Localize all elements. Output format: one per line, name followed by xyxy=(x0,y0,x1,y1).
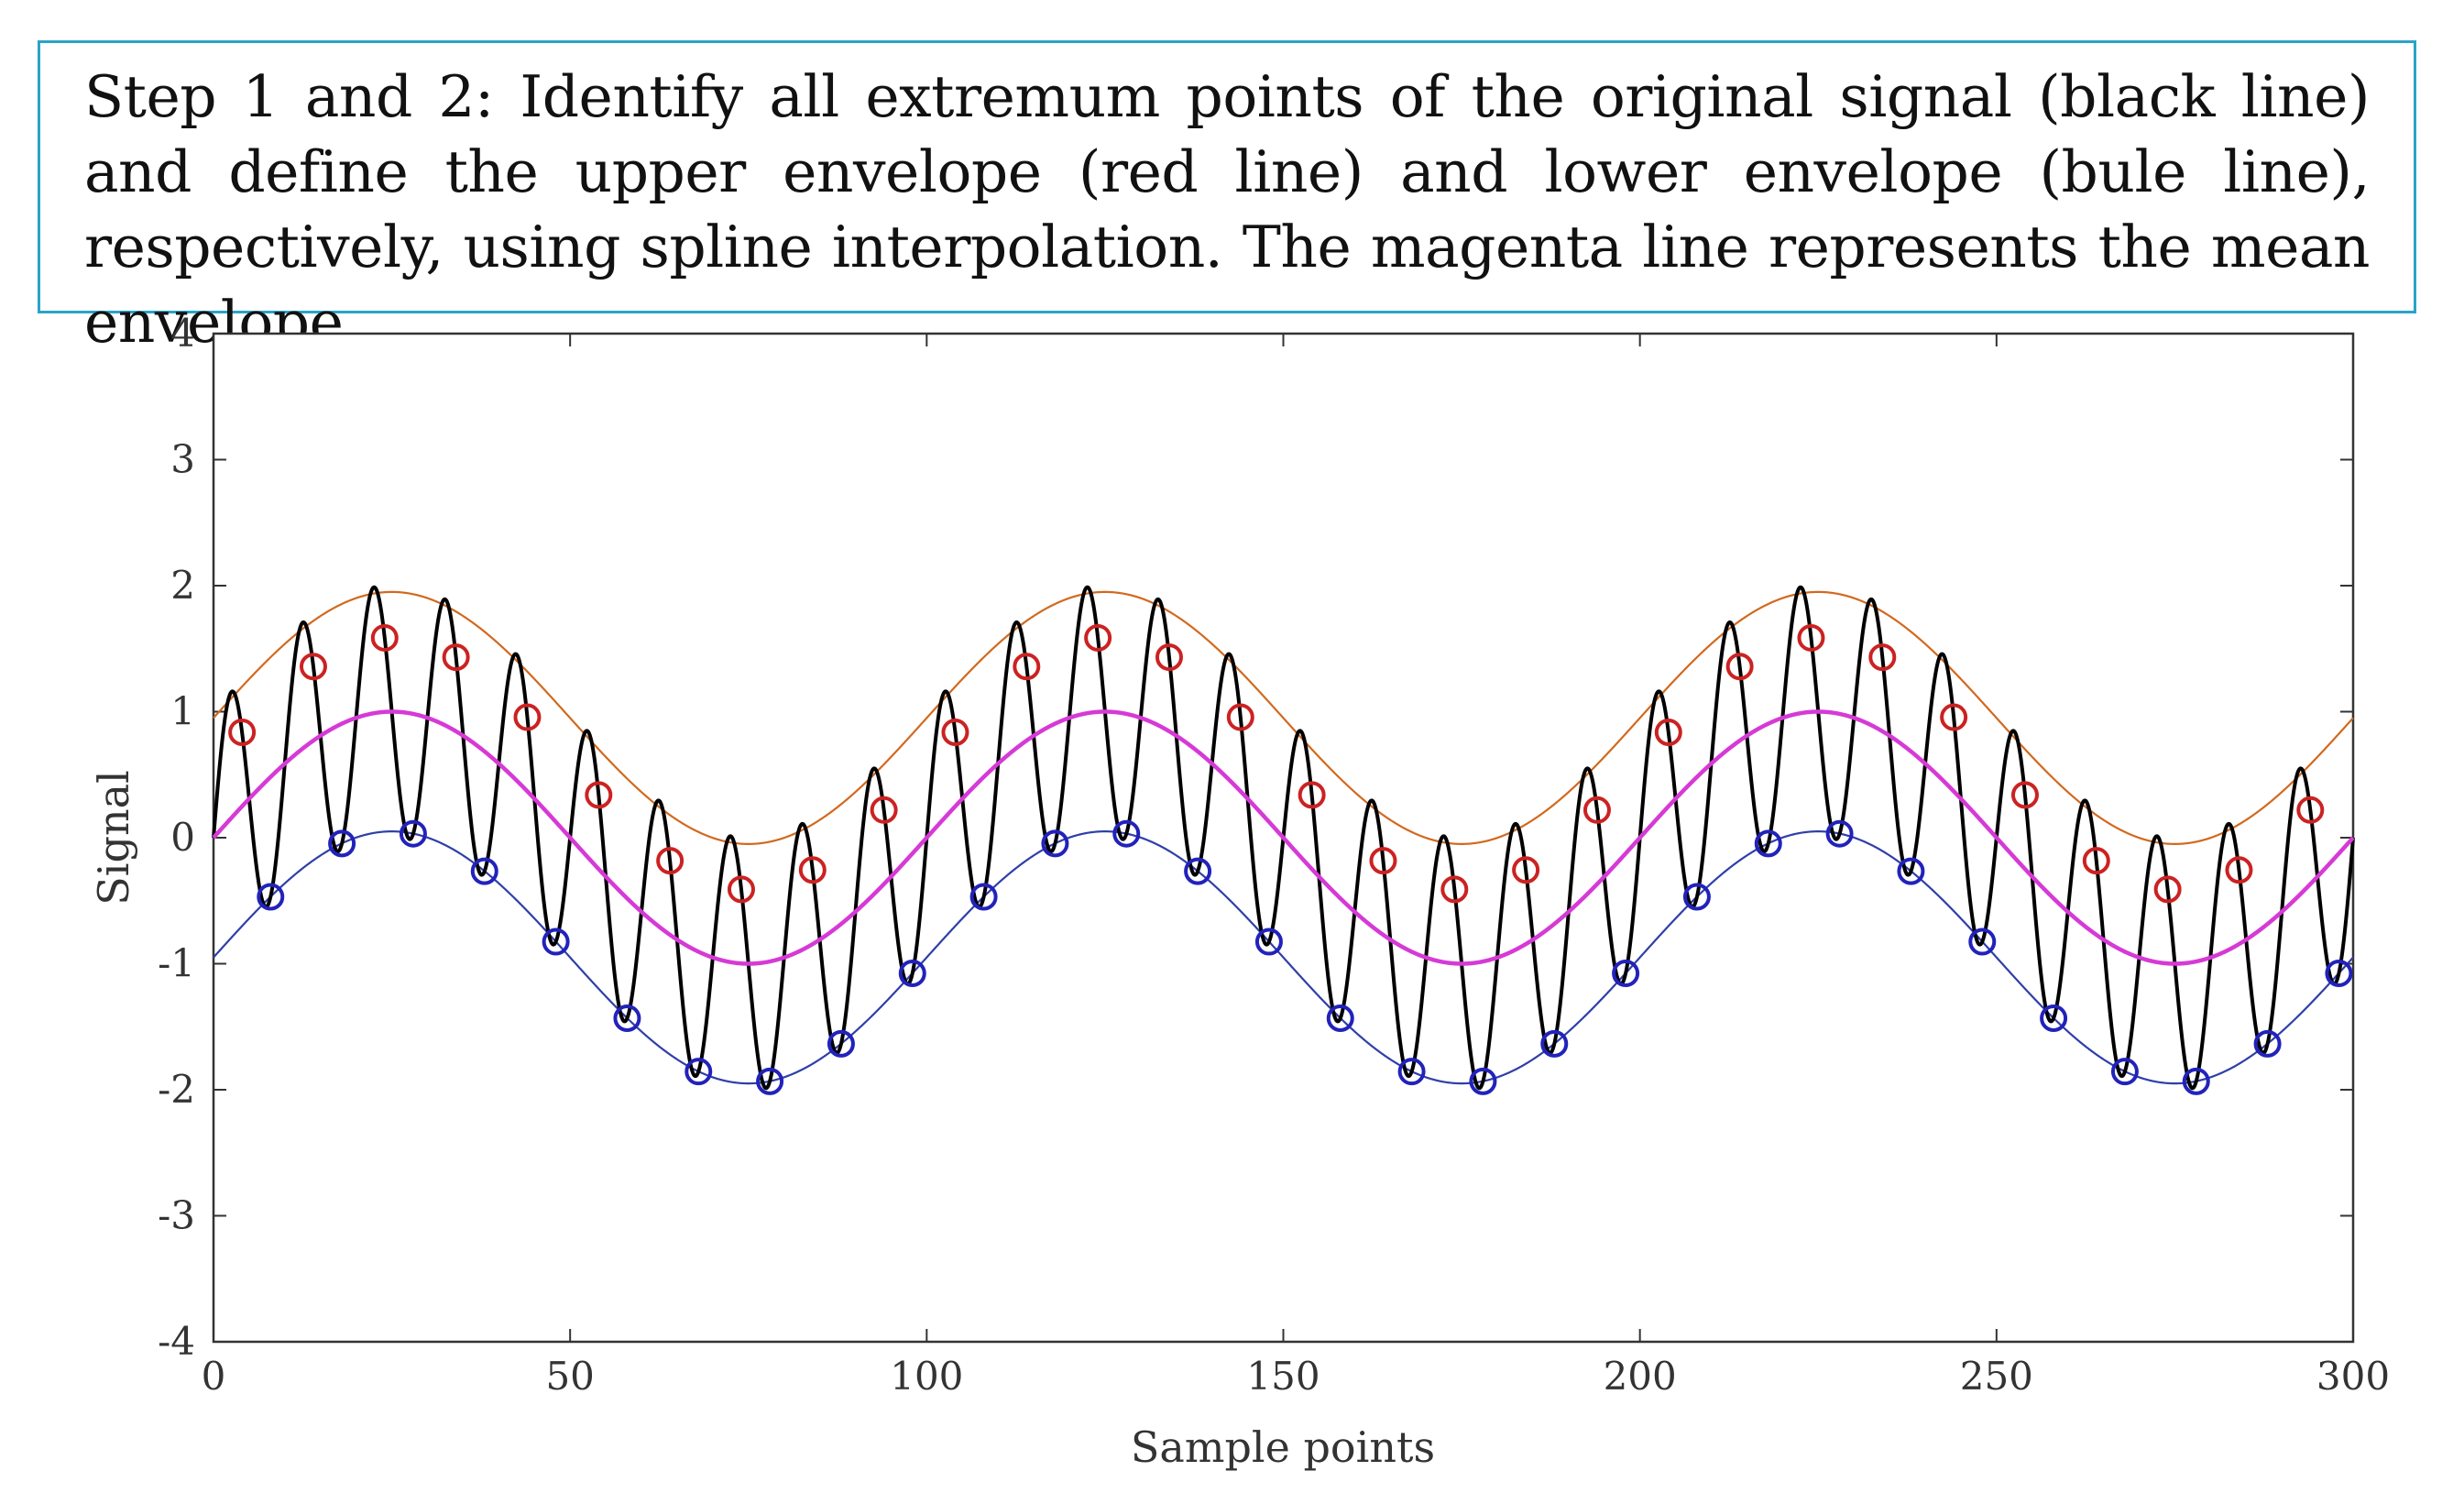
minimum-marker xyxy=(257,883,285,911)
x-tick-label: 100 xyxy=(890,1354,963,1399)
maximum-marker xyxy=(442,643,470,672)
minimum-marker xyxy=(684,1058,713,1086)
x-axis-label: Sample points xyxy=(1131,1422,1435,1472)
x-tick-label: 150 xyxy=(1246,1354,1320,1399)
maximum-marker xyxy=(370,623,399,652)
minimum-marker xyxy=(756,1067,784,1095)
maximum-marker xyxy=(1725,653,1754,681)
minimum-marker xyxy=(969,883,998,911)
maximum-marker xyxy=(656,847,684,875)
minimum-marker xyxy=(1968,928,1997,956)
lower-line xyxy=(213,830,2354,1085)
maximum-marker xyxy=(941,718,969,746)
caption-box: Step 1 and 2: Identify all extremum poin… xyxy=(38,40,2416,356)
maximum-marker xyxy=(1298,781,1326,809)
x-tick-label: 50 xyxy=(545,1354,594,1399)
chart-lines xyxy=(212,585,2355,1091)
maximum-marker xyxy=(870,796,898,824)
maximum-marker xyxy=(585,781,613,809)
extremum-markers xyxy=(228,623,2353,1095)
minimum-marker xyxy=(1825,819,1854,848)
y-tick-label: 0 xyxy=(170,815,195,860)
minimum-marker xyxy=(1754,829,1782,858)
maximum-marker xyxy=(1013,653,1041,681)
minimum-marker xyxy=(1184,857,1212,885)
maximum-marker xyxy=(2082,847,2110,875)
y-tick-label: -4 xyxy=(158,1319,195,1364)
x-tick-label: 300 xyxy=(2316,1354,2390,1399)
x-tick-label: 200 xyxy=(1604,1354,1677,1399)
maximum-marker xyxy=(1512,856,1540,884)
caption-text: Step 1 and 2: Identify all extremum poin… xyxy=(84,63,2371,356)
y-tick-label: -2 xyxy=(158,1067,195,1112)
minimum-marker xyxy=(613,1004,641,1033)
maximum-marker xyxy=(2010,781,2039,809)
minimum-marker xyxy=(1897,857,1925,885)
maximum-marker xyxy=(1084,623,1112,652)
maximum-marker xyxy=(513,703,542,731)
x-tick-label: 0 xyxy=(202,1354,226,1399)
maximum-marker xyxy=(1155,643,1183,672)
y-tick-label: -3 xyxy=(158,1193,195,1238)
y-tick-label: 4 xyxy=(170,311,195,356)
minimum-marker xyxy=(2182,1067,2210,1095)
minimum-marker xyxy=(542,928,570,956)
maximum-marker xyxy=(228,718,257,746)
minimum-marker xyxy=(1682,883,1711,911)
minimum-marker xyxy=(1612,960,1640,988)
maximum-marker xyxy=(1582,796,1611,824)
maximum-marker xyxy=(2153,875,2182,904)
x-tick-label: 250 xyxy=(1960,1354,2033,1399)
maximum-marker xyxy=(727,875,755,904)
maximum-marker xyxy=(798,856,827,884)
minimum-marker xyxy=(1469,1067,1497,1095)
maximum-marker xyxy=(2225,856,2253,884)
maximum-marker xyxy=(1440,875,1469,904)
maximum-marker xyxy=(2296,796,2325,824)
minimum-marker xyxy=(2325,960,2353,988)
maximum-marker xyxy=(1226,703,1254,731)
maximum-marker xyxy=(299,653,327,681)
minimum-marker xyxy=(1112,819,1141,848)
maximum-marker xyxy=(1868,643,1897,672)
minimum-marker xyxy=(898,960,926,988)
minimum-marker xyxy=(1254,928,1283,956)
maximum-marker xyxy=(1654,718,1682,746)
maximum-marker xyxy=(1797,623,1825,652)
y-ticks: -4 -3 -2 -1 0 1 2 3 4 xyxy=(158,311,2353,1364)
minimum-marker xyxy=(2110,1058,2139,1086)
maximum-marker xyxy=(1940,703,1968,731)
y-tick-label: 2 xyxy=(170,563,195,608)
y-tick-label: 3 xyxy=(170,437,195,482)
y-tick-label: -1 xyxy=(158,941,195,986)
minimum-marker xyxy=(470,857,498,885)
minimum-marker xyxy=(328,829,356,858)
minimum-marker xyxy=(1397,1058,1426,1086)
minimum-marker xyxy=(1326,1004,1354,1033)
y-tick-label: 1 xyxy=(170,689,195,734)
x-ticks: 0 50 100 150 200 250 300 xyxy=(202,334,2390,1399)
minimum-marker xyxy=(399,819,427,848)
maximum-marker xyxy=(1369,847,1397,875)
minimum-marker xyxy=(1540,1029,1569,1058)
minimum-marker xyxy=(827,1029,855,1058)
upper-line xyxy=(213,590,2354,845)
minimum-marker xyxy=(1041,829,1069,858)
y-axis-label: Signal xyxy=(89,770,138,905)
minimum-marker xyxy=(2253,1029,2282,1058)
mean-line xyxy=(212,709,2355,966)
minimum-marker xyxy=(2040,1004,2068,1033)
